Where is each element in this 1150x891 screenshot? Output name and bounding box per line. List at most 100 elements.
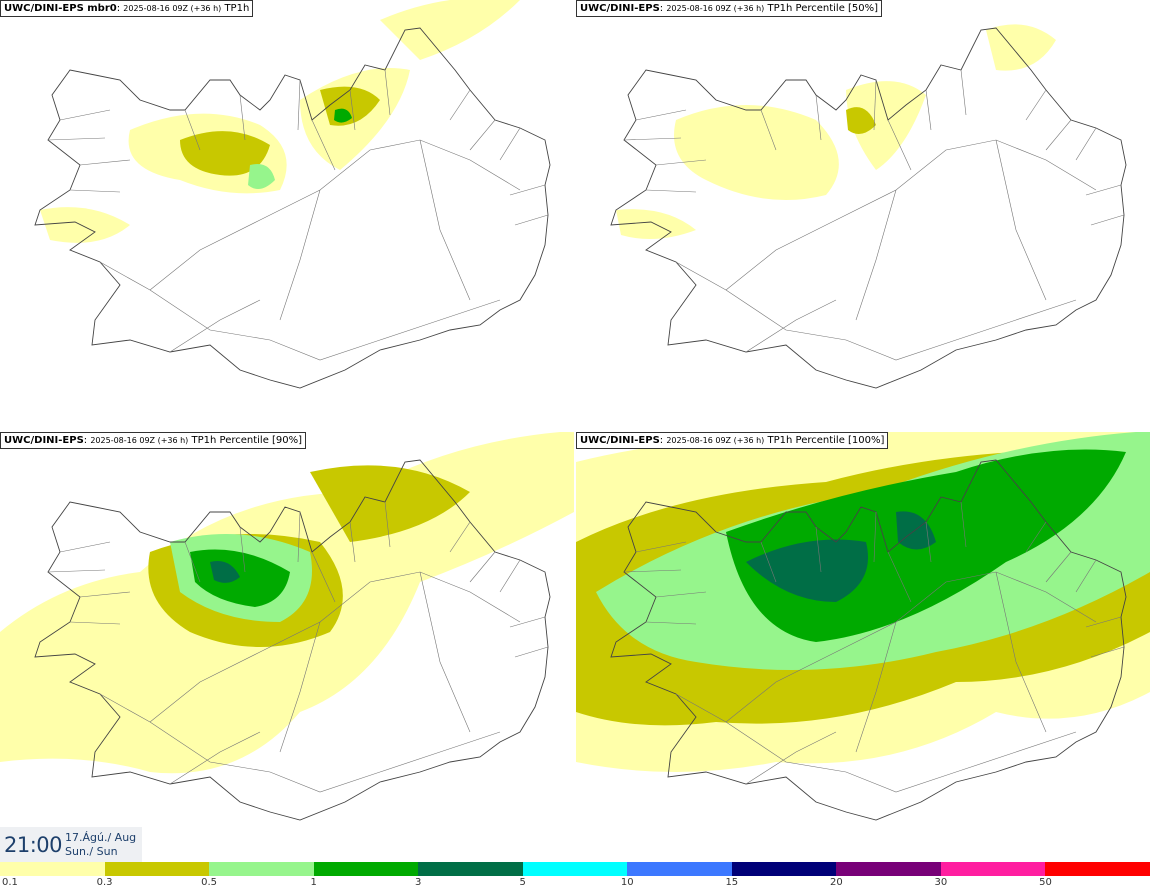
- map-line: [149, 139, 521, 291]
- map-line: [725, 571, 1097, 723]
- map-line: [349, 521, 356, 563]
- map-line: [760, 541, 777, 583]
- map-line: [99, 693, 501, 793]
- map-line: [69, 621, 121, 625]
- precip-area: [986, 24, 1056, 71]
- legend-tick-label: 50: [1039, 877, 1052, 888]
- legend-color-bar: [0, 862, 1150, 876]
- legend-tick-label: 5: [519, 877, 526, 888]
- map-line: [169, 731, 261, 785]
- map-line: [1075, 127, 1097, 161]
- map-line: [469, 119, 496, 151]
- map-line: [855, 621, 897, 753]
- legend-tick-label: 15: [725, 877, 739, 888]
- legend-tick-labels: 0.1 0.3 0.5 1 3 5 10 15 20 30 50: [0, 877, 1150, 891]
- legend-swatch: [940, 862, 1046, 876]
- map-line: [239, 526, 246, 573]
- precip-area: [846, 107, 876, 134]
- map-line: [514, 646, 549, 658]
- precip-area: [180, 131, 270, 176]
- legend-tick-label: 30: [934, 877, 948, 888]
- map-line: [47, 569, 106, 573]
- model-name: UWC/DINI-EPS: [580, 3, 660, 14]
- map-line: [1090, 646, 1125, 658]
- valid-time: 21:00: [4, 833, 63, 857]
- map-line: [745, 299, 837, 353]
- map-line: [760, 109, 777, 151]
- precip-area: [334, 108, 352, 123]
- map-line: [1045, 551, 1072, 583]
- panel-title: UWC/DINI-EPS: 2025-08-16 09Z (+36 h) TP1…: [576, 0, 883, 17]
- valid-date-line2: Sun./ Sun: [65, 845, 118, 858]
- coastline: [610, 459, 1127, 821]
- map-line: [499, 127, 521, 161]
- map-line: [509, 184, 546, 196]
- precip-area: [846, 81, 926, 170]
- map-line: [655, 159, 707, 166]
- field-name: TP1h Percentile [50%]: [767, 3, 879, 14]
- map-line: [184, 109, 201, 151]
- precip-map: [34, 0, 551, 389]
- map-line: [349, 89, 356, 131]
- map-line: [623, 569, 682, 573]
- map-line: [925, 89, 932, 131]
- map-line: [1090, 214, 1125, 226]
- model-name: UWC/DINI-EPS: [4, 435, 84, 446]
- coastline: [34, 459, 551, 821]
- map-line: [815, 94, 822, 141]
- map-line: [499, 559, 521, 593]
- run-time: 2025-08-16 09Z (+36 h): [666, 436, 765, 445]
- map-line: [1045, 119, 1072, 151]
- map-line: [184, 541, 201, 583]
- map-line: [514, 214, 549, 226]
- map-line: [509, 616, 546, 628]
- legend-swatch: [418, 862, 523, 876]
- map-line: [59, 109, 111, 121]
- map-line: [419, 571, 471, 733]
- map-line: [1085, 184, 1122, 196]
- map-line: [79, 591, 131, 598]
- precip-area: [40, 207, 130, 243]
- run-time: 2025-08-16 09Z (+36 h): [666, 4, 765, 13]
- separator: :: [659, 3, 667, 14]
- legend-tick-label: 0.3: [96, 877, 113, 888]
- legend-swatch: [836, 862, 941, 876]
- map-line: [69, 189, 121, 193]
- separator: :: [116, 3, 124, 14]
- map-line: [297, 511, 301, 563]
- map-line: [449, 521, 471, 553]
- map-line: [1025, 89, 1047, 121]
- map-line: [925, 521, 932, 563]
- field-name: TP1h Percentile [100%]: [767, 435, 885, 446]
- panel-title: UWC/DINI-EPS: 2025-08-16 09Z (+36 h) TP1…: [0, 432, 307, 449]
- map-line: [239, 94, 246, 141]
- legend-swatch: [627, 862, 732, 876]
- map-line: [79, 159, 131, 166]
- legend-swatch: [1045, 862, 1150, 876]
- map-line: [855, 189, 897, 321]
- map-panel-1: UWC/DINI-EPS mbr0: 2025-08-16 09Z (+36 h…: [0, 0, 574, 430]
- legend-swatch: [522, 862, 628, 876]
- legend-swatch: [209, 862, 314, 876]
- map-line: [1025, 521, 1047, 553]
- precip-area: [248, 164, 275, 189]
- field-name: TP1h: [224, 3, 250, 14]
- precip-area: [746, 539, 868, 602]
- valid-time-box: 21:00 17.Ágú./ Aug Sun./ Sun: [0, 827, 142, 862]
- map-line: [645, 189, 697, 193]
- run-time: 2025-08-16 09Z (+36 h): [123, 4, 222, 13]
- legend-swatch: [104, 862, 210, 876]
- map-line: [645, 621, 697, 625]
- map-line: [169, 299, 261, 353]
- map-line: [873, 79, 877, 131]
- legend-tick-label: 0.1: [2, 877, 18, 888]
- map-line: [59, 541, 111, 553]
- legend-tick-label: 20: [829, 877, 843, 888]
- map-line: [279, 621, 321, 753]
- map-line: [311, 551, 336, 603]
- panel-title: UWC/DINI-EPS mbr0: 2025-08-16 09Z (+36 h…: [0, 0, 254, 17]
- legend-tick-label: 3: [414, 877, 422, 888]
- map-line: [297, 79, 301, 131]
- map-line: [311, 119, 336, 171]
- map-panel-2: UWC/DINI-EPS: 2025-08-16 09Z (+36 h) TP1…: [576, 0, 1150, 430]
